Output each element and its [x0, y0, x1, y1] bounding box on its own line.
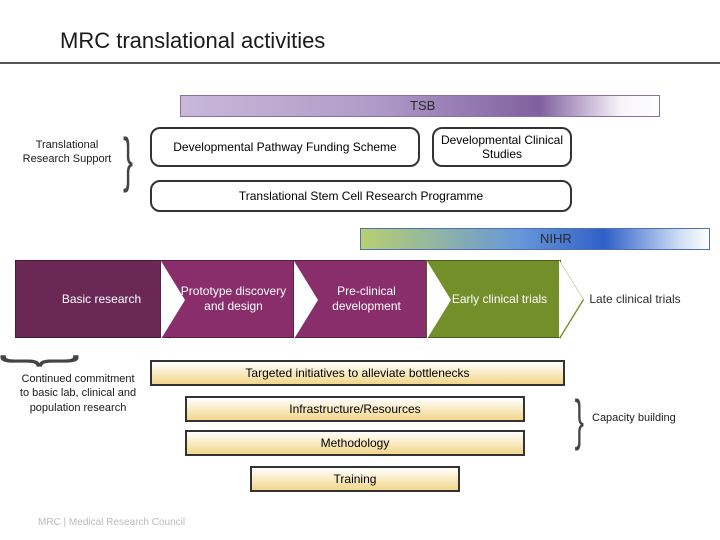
box-dev-pathway-funding: Developmental Pathway Funding Scheme — [150, 127, 420, 167]
box-methodology: Methodology — [185, 430, 525, 456]
pipeline-stage-preclinical: Pre-clinical development — [293, 260, 428, 338]
continued-commitment-label: Continued commitment to basic lab, clini… — [18, 372, 138, 415]
tsb-label: TSB — [410, 98, 435, 113]
pipeline-label: Basic research — [44, 292, 147, 307]
pipeline-stage-early-trials: Early clinical trials — [426, 260, 561, 338]
left-bracket-icon: } — [123, 130, 133, 190]
box-targeted-initiatives: Targeted initiatives to alleviate bottle… — [150, 360, 565, 386]
pipeline-label: Early clinical trials — [434, 292, 553, 307]
pipeline-label: Prototype discovery and design — [161, 284, 294, 314]
box-training: Training — [250, 466, 460, 492]
pipeline-label: Late clinical trials — [571, 292, 686, 307]
pipeline: Basic research Prototype discovery and d… — [15, 260, 715, 338]
box-stem-cell-programme: Translational Stem Cell Research Program… — [150, 180, 572, 212]
right-bracket-icon: } — [575, 392, 584, 448]
nihr-label: NIHR — [540, 231, 572, 246]
translational-research-support-label: Translational Research Support — [22, 138, 112, 167]
box-infrastructure: Infrastructure/Resources — [185, 396, 525, 422]
pipeline-stage-basic-research: Basic research — [15, 260, 170, 338]
capacity-building-label: Capacity building — [592, 412, 676, 424]
lower-bracket-icon: } — [3, 355, 87, 368]
footer-logo: MRC | Medical Research Council — [38, 517, 185, 528]
pipeline-stage-prototype: Prototype discovery and design — [160, 260, 295, 338]
pipeline-label: Pre-clinical development — [294, 284, 427, 314]
pipeline-stage-late-trials: Late clinical trials — [559, 260, 699, 338]
box-dev-clinical-studies: Developmental Clinical Studies — [432, 127, 572, 167]
page-title: MRC translational activities — [60, 28, 325, 54]
nihr-bar — [360, 228, 710, 250]
title-underline — [0, 62, 720, 64]
